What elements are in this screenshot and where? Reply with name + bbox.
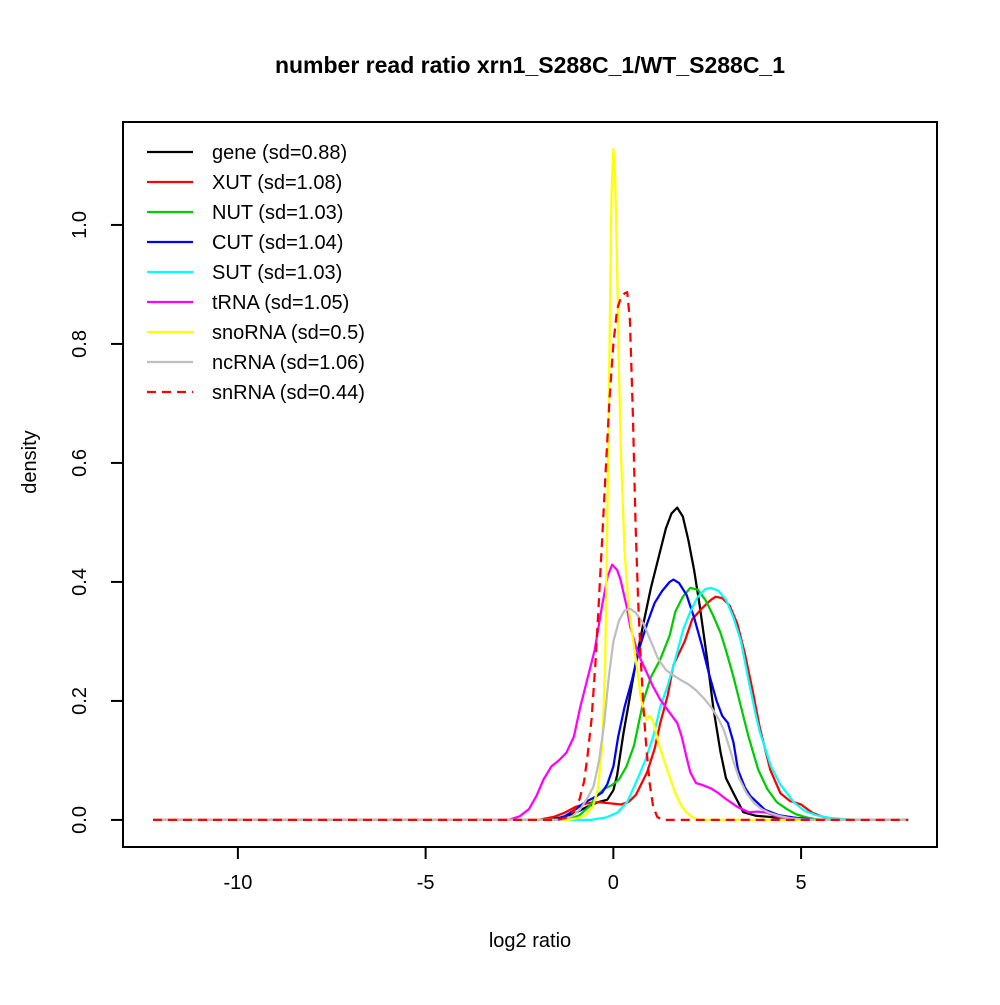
- legend-label-gene: gene (sd=0.88): [212, 142, 347, 164]
- legend-label-CUT: CUT (sd=1.04): [212, 232, 343, 254]
- plot-legend: gene (sd=0.88) XUT (sd=1.08) NUT (sd=1.03)…: [147, 142, 365, 404]
- plot-box: [122, 121, 938, 848]
- legend-label-XUT: XUT (sd=1.08): [212, 172, 342, 194]
- density-curves: [153, 147, 909, 822]
- legend-label-ncRNA: ncRNA (sd=1.06): [212, 352, 365, 374]
- series-snoRNA: [153, 147, 909, 822]
- y-tick-label: 0.4: [69, 568, 91, 596]
- y-tick-label: 0.6: [69, 449, 91, 477]
- legend-label-tRNA: tRNA (sd=1.05): [212, 292, 349, 314]
- y-tick-label: 1.0: [69, 211, 91, 239]
- legend-label-snoRNA: snoRNA (sd=0.5): [212, 322, 365, 344]
- x-tick-label: 0: [608, 872, 619, 894]
- x-axis-label: log2 ratio: [489, 930, 571, 952]
- legend-label-snRNA: snRNA (sd=0.44): [212, 382, 365, 404]
- series-CUT: [153, 578, 909, 822]
- series-ncRNA: [153, 607, 909, 822]
- x-tick-label: 5: [796, 872, 807, 894]
- y-tick-label: 0.0: [69, 806, 91, 834]
- legend-label-SUT: SUT (sd=1.03): [212, 262, 342, 284]
- x-tick-label: -5: [417, 872, 435, 894]
- legend-label-NUT: NUT (sd=1.03): [212, 202, 343, 224]
- series-XUT: [153, 595, 909, 822]
- chart-title: number read ratio xrn1_S288C_1/WT_S288C_…: [275, 52, 785, 78]
- x-tick-label: -10: [223, 872, 252, 894]
- y-axis-label: density: [19, 430, 41, 493]
- series-snRNA: [153, 291, 909, 822]
- series-gene: [153, 506, 909, 822]
- series-SUT: [153, 586, 909, 822]
- y-tick-label: 0.2: [69, 687, 91, 715]
- series-tRNA: [153, 563, 909, 822]
- y-tick-label: 0.8: [69, 330, 91, 358]
- series-NUT: [153, 586, 909, 822]
- plot-axes: -10 -5 0 5 0.0 0.2 0.4 0.6 0.8 1.0: [69, 121, 938, 894]
